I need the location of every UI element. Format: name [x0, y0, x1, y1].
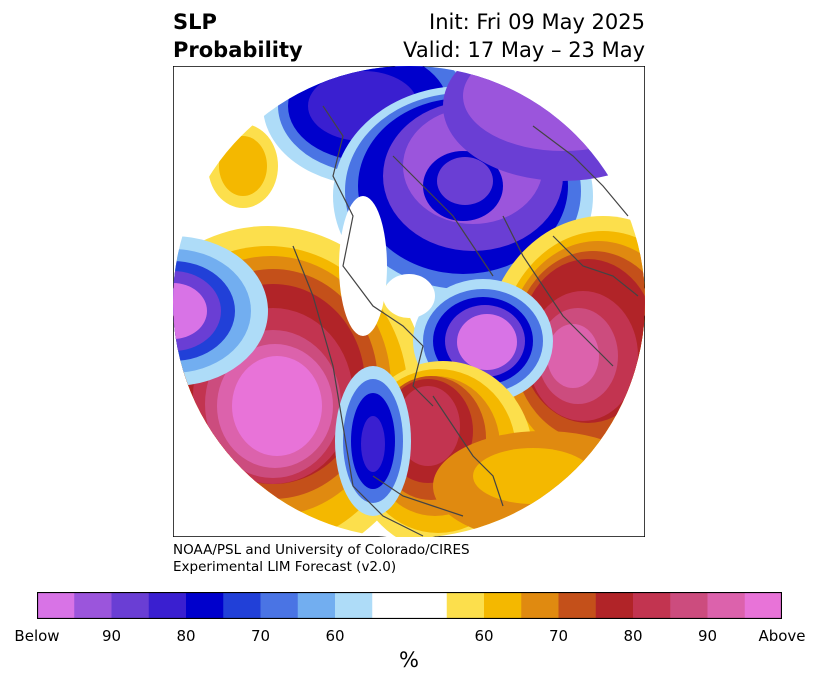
colorbar-swatch — [558, 592, 597, 619]
colorbar-swatch — [111, 592, 150, 619]
credit-line-2: Experimental LIM Forecast (v2.0) — [173, 559, 397, 575]
title-variable: SLP — [173, 10, 217, 34]
colorbar-swatch — [744, 592, 782, 619]
colorbar-swatch — [633, 592, 671, 619]
colorbar-swatch — [446, 592, 485, 619]
colorbar-unit: % — [399, 648, 419, 672]
credit-line-1: NOAA/PSL and University of Colorado/CIRE… — [173, 542, 470, 558]
colorbar-swatch — [372, 592, 410, 619]
colorbar-tick-label: Below — [14, 627, 60, 645]
colorbar-tick-label: 80 — [176, 627, 196, 645]
colorbar — [37, 592, 782, 619]
colorbar-tick-label: 60 — [474, 627, 494, 645]
colorbar-tick-label: 70 — [250, 627, 271, 645]
colorbar-swatch — [409, 592, 448, 619]
colorbar-tick-label: 90 — [101, 627, 122, 645]
colorbar-swatch — [707, 592, 746, 619]
colorbar-tick-label: 60 — [325, 627, 345, 645]
colorbar-swatch — [37, 592, 75, 619]
map-title: SLP Probability — [173, 8, 303, 64]
colorbar-swatch — [148, 592, 187, 619]
colorbar-border — [37, 592, 782, 619]
colorbar-swatch — [484, 592, 522, 619]
init-date: Init: Fri 09 May 2025 — [429, 10, 645, 34]
colorbar-swatch — [670, 592, 708, 619]
colorbar-tick-label: 90 — [697, 627, 718, 645]
colorbar-tick-label: 80 — [623, 627, 643, 645]
colorbar-swatch — [297, 592, 336, 619]
colorbar-tick-label: 70 — [548, 627, 569, 645]
title-quantity: Probability — [173, 38, 303, 62]
valid-range: Valid: 17 May – 23 May — [403, 38, 645, 62]
colorbar-tick-label: Above — [758, 627, 806, 645]
colorbar-swatch — [186, 592, 224, 619]
probability-field — [173, 66, 645, 537]
map-date-info: Init: Fri 09 May 2025 Valid: 17 May – 23… — [403, 8, 645, 64]
colorbar-swatch — [335, 592, 373, 619]
coastlines — [292, 105, 639, 537]
polar-map — [173, 66, 645, 537]
credit-text: NOAA/PSL and University of Colorado/CIRE… — [173, 542, 470, 576]
colorbar-swatch — [521, 592, 559, 619]
colorbar-swatch — [595, 592, 634, 619]
colorbar-swatch — [260, 592, 299, 619]
colorbar-swatch — [223, 592, 261, 619]
colorbar-swatch — [74, 592, 112, 619]
